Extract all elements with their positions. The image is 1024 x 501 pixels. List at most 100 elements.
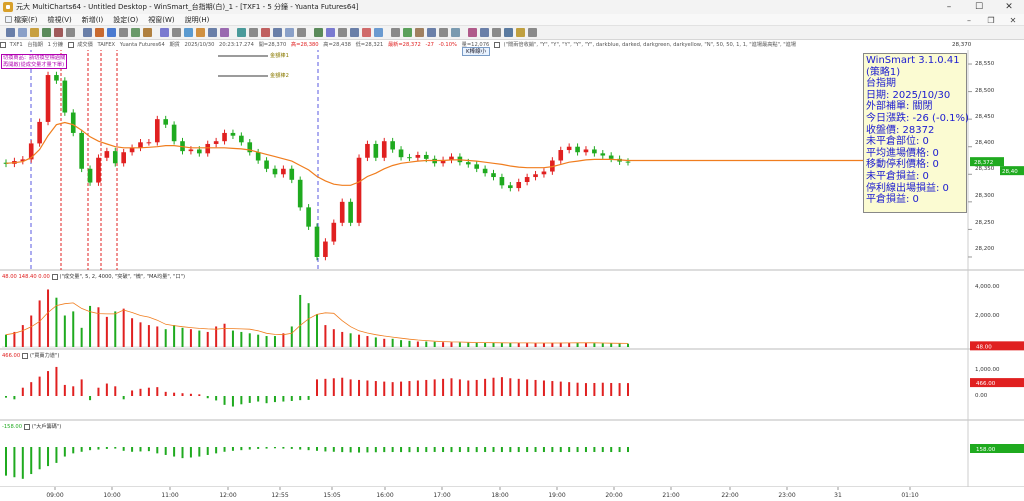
candle[interactable]: [112, 151, 118, 164]
bigplayer-bar[interactable]: [400, 447, 403, 453]
power-bar[interactable]: [492, 377, 495, 396]
bigplayer-bar[interactable]: [122, 447, 125, 451]
candle[interactable]: [423, 154, 429, 159]
candle[interactable]: [281, 168, 286, 175]
bigplayer-bar[interactable]: [290, 447, 293, 449]
power-bar[interactable]: [534, 379, 537, 396]
volume-bar[interactable]: [500, 343, 503, 347]
volume-bar[interactable]: [584, 343, 587, 347]
volume-bar[interactable]: [189, 329, 192, 347]
toolbar-tool-icon[interactable]: [338, 28, 347, 37]
bigplayer-bar[interactable]: [526, 447, 529, 453]
power-bar[interactable]: [21, 387, 24, 396]
menu-help[interactable]: 說明(H): [180, 15, 215, 25]
candle[interactable]: [79, 132, 84, 169]
volume-bar[interactable]: [332, 329, 335, 347]
power-bar[interactable]: [282, 396, 285, 402]
volume-bar[interactable]: [408, 340, 411, 347]
volume-bar[interactable]: [568, 342, 571, 347]
volume-bar[interactable]: [593, 343, 596, 347]
power-bar[interactable]: [316, 379, 318, 396]
power-bar[interactable]: [408, 381, 411, 396]
candle[interactable]: [54, 75, 59, 81]
power-bar[interactable]: [358, 379, 361, 396]
candle[interactable]: [608, 155, 614, 159]
power-bar[interactable]: [215, 396, 218, 401]
toolbar-tool-icon[interactable]: [42, 28, 51, 37]
power-bar[interactable]: [610, 382, 613, 396]
power-bar[interactable]: [30, 382, 33, 396]
status-box-icon[interactable]: [0, 41, 6, 48]
bigplayer-bar[interactable]: [164, 447, 167, 455]
volume-bar[interactable]: [366, 336, 369, 347]
candle[interactable]: [592, 149, 597, 154]
power-bar[interactable]: [383, 381, 386, 396]
power-bar[interactable]: [416, 380, 419, 396]
power-bar[interactable]: [568, 382, 571, 396]
volume-bar[interactable]: [534, 343, 537, 347]
toolbar-tool-icon[interactable]: [439, 28, 448, 37]
volume-bar[interactable]: [542, 343, 545, 347]
volume-bar[interactable]: [383, 338, 386, 347]
bigplayer-bar[interactable]: [492, 447, 495, 452]
toolbar-tool-icon[interactable]: [18, 28, 27, 37]
volume-bar[interactable]: [38, 300, 41, 347]
power-bar[interactable]: [80, 379, 83, 396]
bigplayer-bar[interactable]: [5, 447, 7, 476]
volume-bar[interactable]: [450, 342, 453, 347]
volume-bar[interactable]: [156, 326, 159, 347]
volume-bar[interactable]: [509, 342, 512, 347]
candle[interactable]: [356, 157, 362, 223]
toolbar-tool-icon[interactable]: [314, 28, 323, 37]
toolbar-tool-icon[interactable]: [391, 28, 400, 37]
bigplayer-bar[interactable]: [332, 447, 335, 452]
candle[interactable]: [205, 143, 211, 154]
candle[interactable]: [104, 151, 110, 158]
volume-bar[interactable]: [223, 323, 226, 347]
subchart-box-icon[interactable]: [67, 41, 74, 48]
bigplayer-bar[interactable]: [366, 447, 369, 453]
volume-bar[interactable]: [240, 331, 243, 347]
power-bar[interactable]: [257, 396, 260, 402]
toolbar-tool-icon[interactable]: [131, 28, 140, 37]
candle[interactable]: [499, 177, 505, 186]
volume-bar[interactable]: [97, 307, 100, 347]
volume-bar[interactable]: [551, 342, 554, 347]
volume-bar[interactable]: [467, 342, 470, 347]
candle[interactable]: [415, 154, 421, 158]
bigplayer-bar[interactable]: [282, 447, 285, 449]
toolbar-tool-icon[interactable]: [297, 28, 306, 37]
bigplayer-bar[interactable]: [206, 447, 209, 455]
mdi-minimize-button[interactable]: –: [967, 15, 971, 25]
volume-bar[interactable]: [248, 333, 251, 347]
toolbar-tool-icon[interactable]: [237, 28, 246, 37]
toolbar-tool-icon[interactable]: [504, 28, 513, 37]
mdi-restore-button[interactable]: ❐: [987, 15, 995, 25]
candle[interactable]: [474, 164, 480, 169]
bigplayer-bar[interactable]: [627, 447, 629, 453]
volume-bar[interactable]: [526, 343, 529, 347]
minimize-button[interactable]: –: [946, 2, 952, 12]
volume-bar[interactable]: [374, 337, 377, 347]
candle[interactable]: [247, 142, 253, 153]
volume-bar[interactable]: [517, 342, 520, 347]
toolbar-tool-icon[interactable]: [160, 28, 169, 37]
bigplayer-bar[interactable]: [416, 447, 419, 453]
volume-bar[interactable]: [13, 331, 16, 347]
toolbar-tool-icon[interactable]: [95, 28, 104, 37]
volume-bar[interactable]: [324, 325, 327, 347]
big-box-icon[interactable]: [23, 423, 30, 430]
toolbar-tool-icon[interactable]: [468, 28, 477, 37]
toolbar-tool-icon[interactable]: [492, 28, 501, 37]
volume-bar[interactable]: [173, 325, 176, 347]
power-bar[interactable]: [450, 378, 453, 396]
bigplayer-bar[interactable]: [156, 447, 159, 454]
menu-window[interactable]: 視窗(W): [143, 15, 179, 25]
candle[interactable]: [524, 177, 530, 182]
candle[interactable]: [583, 149, 589, 153]
volume-bar[interactable]: [610, 343, 613, 347]
volume-bar[interactable]: [391, 338, 394, 347]
power-bar[interactable]: [72, 386, 75, 396]
toolbar-tool-icon[interactable]: [403, 28, 412, 37]
power-bar[interactable]: [576, 382, 579, 396]
